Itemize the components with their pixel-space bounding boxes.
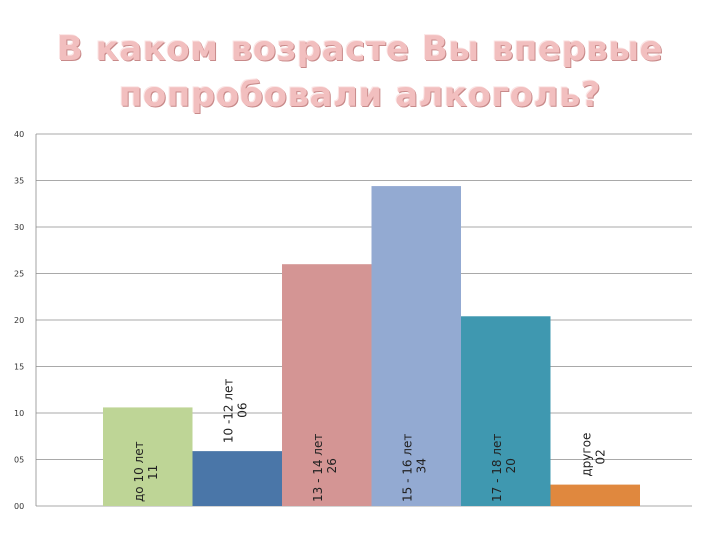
bar — [371, 186, 461, 506]
y-tick-label: 00 — [14, 502, 24, 511]
bar — [461, 316, 551, 506]
y-tick-label: 20 — [14, 316, 24, 325]
category-label: 15 - 16 лет — [400, 434, 414, 502]
value-label: 06 — [235, 402, 249, 417]
chart-title-line-1: В каком возрасте Вы впервые — [56, 29, 664, 69]
data-label: 15 - 16 лет 34 — [400, 434, 428, 502]
category-label: 13 - 14 лет — [311, 434, 325, 502]
value-label: 34 — [414, 458, 428, 473]
y-tick-label: 05 — [14, 456, 24, 465]
value-label: 20 — [504, 458, 518, 473]
chart-title: В каком возрасте Вы впервые попробовали … — [0, 26, 720, 118]
bar — [282, 264, 372, 506]
category-label: до 10 лет — [132, 441, 146, 502]
category-label: 10 -12 лет — [221, 379, 235, 444]
y-tick-label: 35 — [14, 177, 24, 186]
data-label: до 10 лет 11 — [132, 441, 160, 502]
y-tick-label: 25 — [14, 270, 24, 279]
data-label: другое 02 — [579, 433, 607, 477]
data-label: 17 - 18 лет 20 — [490, 434, 518, 502]
data-label: 13 - 14 лет 26 — [311, 434, 339, 502]
bar — [550, 484, 640, 506]
category-label: 17 - 18 лет — [490, 434, 504, 502]
category-label: другое — [579, 433, 593, 477]
y-tick-label: 30 — [14, 223, 24, 232]
value-label: 26 — [325, 458, 339, 473]
bar — [192, 451, 282, 506]
value-label: 02 — [593, 449, 607, 464]
chart-title-line-2: попробовали алкоголь? — [118, 75, 602, 115]
y-tick-label: 40 — [14, 130, 24, 139]
y-tick-label: 10 — [14, 409, 24, 418]
value-label: 11 — [146, 465, 160, 480]
y-tick-label: 15 — [14, 363, 24, 372]
bar — [103, 407, 193, 506]
data-label: 10 -12 лет 06 — [221, 379, 249, 444]
